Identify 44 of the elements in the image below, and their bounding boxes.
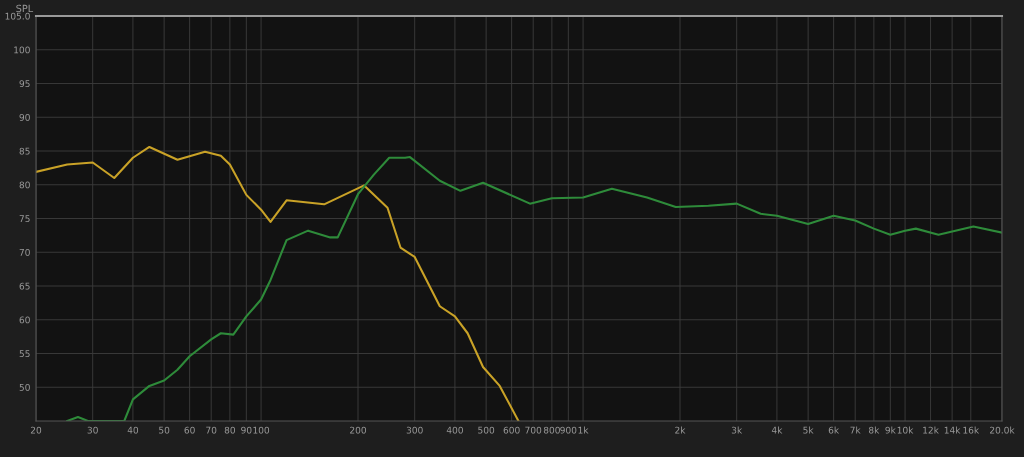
x-tick-label: 300 xyxy=(406,426,423,434)
x-tick-label: 6k xyxy=(828,426,840,434)
x-tick-label: 7k xyxy=(850,426,861,434)
x-tick-label: 20.0k xyxy=(990,426,1015,434)
x-tick-label: 5k xyxy=(803,426,814,434)
x-tick-label: 1k xyxy=(578,426,589,434)
x-tick-label: 70 xyxy=(206,426,217,434)
x-tick-label: 900 xyxy=(560,426,577,434)
y-tick-label: 60 xyxy=(19,316,30,324)
x-tick-label: 40 xyxy=(127,426,139,434)
x-tick-label: 90 xyxy=(241,426,252,434)
y-tick-label: 90 xyxy=(19,113,30,121)
x-tick-label: 700 xyxy=(525,426,542,434)
x-tick-label: 600 xyxy=(503,426,520,434)
x-tick-label: 3k xyxy=(731,426,743,434)
y-tick-label: 100 xyxy=(14,46,30,54)
x-tick-label: 9k xyxy=(885,426,896,434)
y-tick-label: 85 xyxy=(19,147,30,155)
x-tick-label: 400 xyxy=(446,426,463,434)
y-tick-label: 105.0 xyxy=(5,12,30,20)
x-tick-label: 8k xyxy=(868,426,880,434)
y-tick-label: 65 xyxy=(19,282,30,290)
y-tick-label: 75 xyxy=(19,215,30,223)
y-tick-label: 50 xyxy=(19,383,30,391)
x-tick-label: 50 xyxy=(159,426,170,434)
x-tick-label: 30 xyxy=(87,426,98,434)
x-tick-label: 200 xyxy=(350,426,367,434)
x-tick-label: 14k xyxy=(944,426,961,434)
x-tick-label: 16k xyxy=(963,426,980,434)
y-tick-label: 80 xyxy=(19,181,30,189)
x-tick-label: 80 xyxy=(224,426,236,434)
x-tick-label: 100 xyxy=(253,426,270,434)
y-axis-title: SPL xyxy=(16,4,34,13)
x-tick-label: 60 xyxy=(184,426,195,434)
x-tick-label: 2k xyxy=(675,426,686,434)
x-tick-label: 12k xyxy=(923,426,939,434)
x-tick-label: 20 xyxy=(30,426,42,434)
x-tick-label: 4k xyxy=(771,426,783,434)
y-tick-label: 55 xyxy=(19,350,30,358)
x-tick-label: 500 xyxy=(478,426,495,434)
y-tick-label: 95 xyxy=(19,80,30,88)
y-tick-label: 70 xyxy=(19,248,30,256)
x-tick-label: 800 xyxy=(543,426,560,434)
x-tick-label: 10k xyxy=(897,426,914,434)
